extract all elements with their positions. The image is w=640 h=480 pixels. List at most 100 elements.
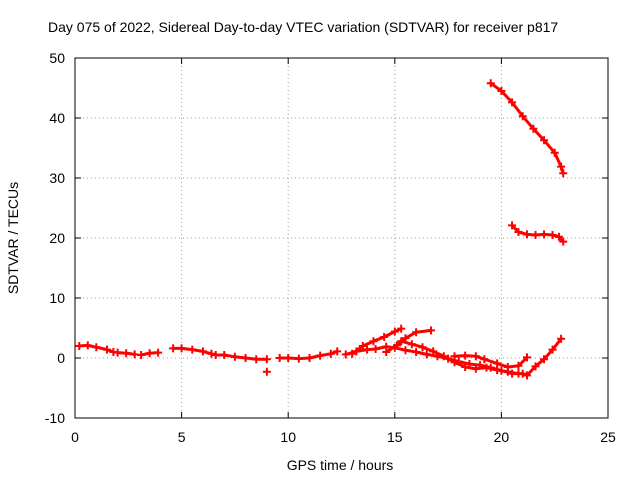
data-point bbox=[548, 231, 557, 239]
series-segment-5 bbox=[211, 351, 271, 364]
data-point bbox=[390, 327, 399, 336]
data-point bbox=[262, 355, 271, 364]
series-segment-4 bbox=[169, 344, 216, 358]
series-outlier bbox=[262, 367, 271, 376]
data-point bbox=[241, 354, 250, 362]
series-segment-12 bbox=[522, 334, 566, 380]
data-point bbox=[230, 352, 239, 361]
data-point bbox=[188, 345, 197, 354]
data-point bbox=[427, 326, 436, 335]
data-point bbox=[550, 148, 559, 157]
data-point bbox=[480, 355, 489, 364]
x-tick-label: 10 bbox=[280, 429, 296, 445]
data-point bbox=[554, 232, 563, 241]
data-point bbox=[461, 363, 470, 371]
y-tick-label: 0 bbox=[57, 350, 65, 366]
data-point bbox=[522, 353, 531, 362]
data-point bbox=[113, 348, 122, 357]
data-point bbox=[412, 328, 421, 337]
data-point bbox=[508, 98, 517, 107]
series-segment-14 bbox=[508, 221, 568, 246]
data-point bbox=[369, 337, 378, 346]
series-segment-3 bbox=[137, 348, 163, 359]
data-point bbox=[380, 333, 389, 341]
data-point bbox=[122, 349, 131, 358]
series-segment-6 bbox=[275, 347, 342, 363]
plot-frame bbox=[74, 57, 609, 419]
data-point bbox=[154, 348, 163, 357]
data-point bbox=[503, 363, 512, 371]
data-point bbox=[522, 230, 531, 239]
data-point bbox=[559, 237, 568, 246]
data-point bbox=[471, 364, 480, 373]
series-segment-1 bbox=[75, 341, 118, 356]
data-point bbox=[305, 354, 314, 362]
data-point bbox=[486, 79, 495, 88]
data-point bbox=[531, 231, 540, 239]
series-segment-10 bbox=[397, 337, 523, 378]
data-point bbox=[220, 351, 229, 359]
data-point bbox=[358, 342, 367, 350]
x-tick-label: 0 bbox=[71, 429, 79, 445]
data-point bbox=[75, 342, 84, 350]
y-axis-label: SDTVAR / TECUs bbox=[5, 182, 21, 294]
data-point bbox=[559, 169, 568, 178]
data-point bbox=[198, 347, 207, 356]
data-point bbox=[333, 347, 342, 356]
data-series bbox=[75, 79, 568, 380]
data-point bbox=[284, 354, 293, 362]
data-point bbox=[145, 349, 154, 358]
y-tick-label: 20 bbox=[49, 230, 65, 246]
data-point bbox=[429, 347, 438, 356]
data-point bbox=[252, 355, 261, 364]
data-point bbox=[514, 228, 523, 236]
y-tick-label: 10 bbox=[49, 290, 65, 306]
series-segment-13 bbox=[486, 79, 568, 178]
data-point bbox=[207, 349, 216, 358]
series-segment-7 bbox=[341, 342, 527, 378]
data-point bbox=[392, 341, 401, 350]
data-point bbox=[540, 355, 549, 364]
x-tick-label: 5 bbox=[178, 429, 186, 445]
data-point bbox=[137, 351, 146, 359]
x-tick-label: 15 bbox=[387, 429, 403, 445]
grid bbox=[75, 58, 608, 418]
data-point bbox=[557, 162, 566, 171]
series-line bbox=[489, 81, 565, 175]
series-segment-2 bbox=[113, 348, 139, 359]
x-tick-label: 25 bbox=[600, 429, 616, 445]
data-point bbox=[540, 230, 549, 239]
data-point bbox=[401, 346, 410, 355]
data-point bbox=[169, 344, 178, 353]
data-point bbox=[83, 341, 92, 350]
data-point bbox=[514, 361, 523, 370]
data-point bbox=[316, 351, 325, 360]
data-point bbox=[450, 352, 459, 361]
data-point bbox=[397, 324, 406, 333]
data-point bbox=[508, 221, 517, 230]
y-tick-label: 30 bbox=[49, 170, 65, 186]
series-line bbox=[510, 223, 565, 244]
data-point bbox=[348, 349, 357, 358]
y-tick-label: 40 bbox=[49, 110, 65, 126]
chart-title: Day 075 of 2022, Sidereal Day-to-day VTE… bbox=[48, 19, 558, 35]
data-point bbox=[418, 343, 427, 352]
data-point bbox=[514, 369, 523, 378]
data-point bbox=[397, 337, 406, 346]
y-tick-label: -10 bbox=[45, 410, 65, 426]
data-point bbox=[557, 334, 566, 343]
data-point bbox=[371, 345, 380, 353]
data-point bbox=[211, 351, 220, 359]
data-point bbox=[177, 344, 186, 353]
data-point bbox=[326, 349, 335, 358]
data-point bbox=[422, 350, 431, 359]
x-axis-label: GPS time / hours bbox=[287, 457, 394, 473]
data-point bbox=[518, 112, 527, 121]
y-tick-label: 50 bbox=[49, 50, 65, 66]
data-point bbox=[471, 352, 480, 361]
data-point bbox=[482, 363, 491, 372]
data-point bbox=[412, 348, 421, 356]
data-point bbox=[439, 352, 448, 361]
data-point bbox=[548, 345, 557, 354]
x-tick-label: 20 bbox=[494, 429, 510, 445]
